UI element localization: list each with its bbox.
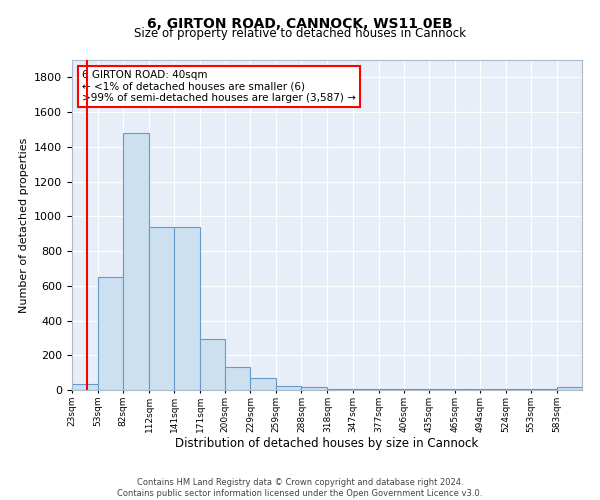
Bar	[277, 386, 301, 390]
Text: Size of property relative to detached houses in Cannock: Size of property relative to detached ho…	[134, 28, 466, 40]
Bar	[301, 386, 328, 390]
Bar	[480, 389, 506, 390]
X-axis label: Distribution of detached houses by size in Cannock: Distribution of detached houses by size …	[175, 438, 479, 450]
Bar	[225, 368, 250, 390]
Bar	[174, 226, 200, 390]
Bar	[353, 389, 379, 390]
Bar	[506, 389, 531, 390]
Bar	[98, 277, 123, 390]
Bar	[429, 389, 455, 390]
Bar	[250, 378, 277, 390]
Bar	[531, 389, 557, 390]
Bar	[72, 384, 98, 390]
Text: Contains HM Land Registry data © Crown copyright and database right 2024.
Contai: Contains HM Land Registry data © Crown c…	[118, 478, 482, 498]
Bar	[379, 389, 404, 390]
Bar	[455, 389, 480, 390]
Text: 6 GIRTON ROAD: 40sqm
← <1% of detached houses are smaller (6)
>99% of semi-detac: 6 GIRTON ROAD: 40sqm ← <1% of detached h…	[82, 70, 356, 103]
Text: 6, GIRTON ROAD, CANNOCK, WS11 0EB: 6, GIRTON ROAD, CANNOCK, WS11 0EB	[147, 18, 453, 32]
Bar	[123, 133, 149, 390]
Bar	[557, 387, 582, 390]
Bar	[149, 226, 174, 390]
Bar	[328, 389, 353, 390]
Bar	[404, 389, 429, 390]
Bar	[200, 339, 225, 390]
Y-axis label: Number of detached properties: Number of detached properties	[19, 138, 29, 312]
